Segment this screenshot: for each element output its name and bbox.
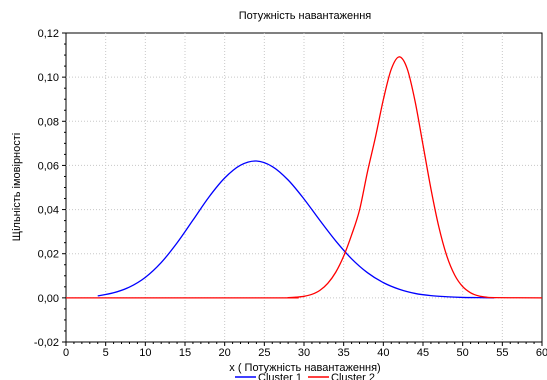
y-tick-label: 0,12 <box>38 28 59 40</box>
y-tick-label: 0,08 <box>38 116 59 128</box>
legend-label-cluster-2: Cluster 2 <box>331 372 375 380</box>
x-tick-label: 45 <box>417 347 429 359</box>
x-tick-label: 35 <box>338 347 350 359</box>
y-tick-label: 0,06 <box>38 160 59 172</box>
legend: Cluster 1 Cluster 2 <box>235 372 375 380</box>
x-tick-label: 50 <box>457 347 469 359</box>
x-tick-label: 20 <box>219 347 231 359</box>
y-tick-label: 0,04 <box>38 205 59 217</box>
x-tick-label: 55 <box>496 347 508 359</box>
x-tick-label: 15 <box>179 347 191 359</box>
series-line-cluster-1 <box>97 160 495 299</box>
x-tick-label: 25 <box>258 347 270 359</box>
x-tick-label: 60 <box>536 347 547 359</box>
plot-frame <box>65 32 543 343</box>
y-tick-label: 0,00 <box>38 293 59 305</box>
x-axis-label: x ( Потужність навантаження) <box>229 362 380 374</box>
x-tick-label: 0 <box>63 347 69 359</box>
x-tick-label: 5 <box>103 347 109 359</box>
y-tick-label: 0,10 <box>38 72 59 84</box>
x-tick-label: 30 <box>298 347 310 359</box>
axis-ticks: 0 5 10 15 20 25 30 35 40 45 50 55 60 -0,02 0,00 0,02 0,0… <box>34 28 547 359</box>
chart-title: Потужність навантаження <box>239 10 372 22</box>
series-layer <box>65 56 543 299</box>
series-line-cluster-2 <box>65 56 543 299</box>
y-tick-label: 0,02 <box>38 249 59 261</box>
legend-label-cluster-1: Cluster 1 <box>258 372 302 380</box>
x-tick-label: 10 <box>139 347 151 359</box>
y-axis-label: Щільність імовірності <box>11 133 23 241</box>
y-tick-label: -0,02 <box>34 337 59 349</box>
x-tick-label: 40 <box>377 347 389 359</box>
